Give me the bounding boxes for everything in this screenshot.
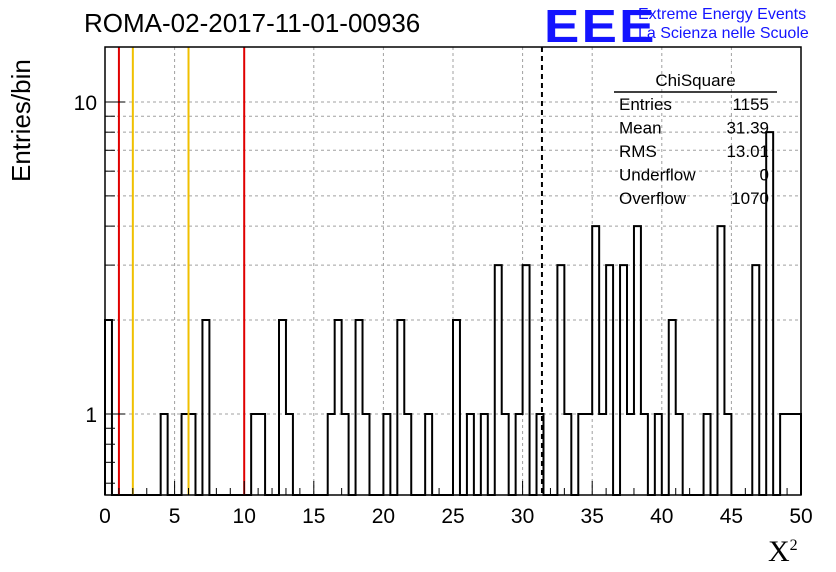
stats-row-label: Mean (619, 119, 662, 138)
logo-mark: EEE (544, 0, 657, 52)
histogram-bin (453, 320, 460, 495)
histogram-bin (599, 414, 606, 495)
stats-row-value: 0 (760, 166, 769, 185)
histogram-bin (383, 414, 390, 495)
histogram-bin (161, 414, 168, 495)
logo-subtitle-2: La Scienza nelle Scuole (638, 25, 809, 42)
x-tick-label: 10 (233, 505, 256, 528)
histogram-bin (766, 132, 773, 495)
y-tick-label: 10 (74, 92, 97, 115)
histogram-bin (342, 414, 349, 495)
histogram-bin (335, 320, 342, 495)
stats-row-value: 1155 (732, 95, 769, 114)
x-tick-label: 50 (789, 505, 812, 528)
histogram-bin (704, 414, 711, 495)
histogram-bin (627, 414, 634, 495)
histogram-bin (620, 265, 627, 495)
histogram-bin (676, 414, 683, 495)
histogram-bin (279, 320, 286, 495)
x-tick-label: 30 (511, 505, 534, 528)
histogram-bin (578, 414, 585, 495)
x-tick-label: 5 (169, 505, 181, 528)
histogram-bin (724, 414, 731, 495)
stats-row-value: 31.39 (726, 119, 769, 138)
histogram-bin (641, 414, 648, 495)
x-tick-label: 20 (372, 505, 395, 528)
histogram-bin (258, 414, 265, 495)
histogram-bin (669, 320, 676, 495)
histogram-bin (397, 320, 404, 495)
y-axis-ticks: 1 10 (74, 92, 125, 484)
x-axis-ticks: 0 5 10 15 20 25 30 35 40 45 50 (99, 481, 813, 528)
histogram-bin (592, 226, 599, 495)
histogram-bin (557, 265, 564, 495)
histogram-bin (363, 414, 370, 495)
histogram-bin (182, 414, 189, 495)
histogram-bin (780, 414, 787, 495)
histogram-bin (425, 414, 432, 495)
stats-row-value: 13.01 (726, 142, 769, 161)
histogram-bin (634, 226, 641, 495)
histogram-bin (286, 414, 293, 495)
stats-row-value: 1070 (731, 189, 769, 208)
y-tick-label: 1 (85, 404, 97, 427)
stats-box-title: ChiSquare (655, 71, 735, 90)
stats-box: ChiSquare Entries 1155 Mean 31.39 RMS 13.01 Und… (614, 71, 777, 208)
x-tick-label: 15 (302, 505, 325, 528)
histogram-bin (105, 320, 112, 495)
stats-row-label: Underflow (619, 166, 696, 185)
histogram-bin (202, 320, 209, 495)
x-axis-label-symbol: X (768, 535, 790, 568)
histogram-bin (523, 265, 530, 495)
histogram-bin (502, 414, 509, 495)
histogram-bin (794, 414, 801, 495)
x-tick-label: 45 (720, 505, 743, 528)
histogram-bin (189, 414, 196, 495)
histogram-bin (752, 265, 759, 495)
logo-subtitle-1: Extreme Energy Events (638, 6, 807, 23)
stats-row-label: Entries (619, 95, 672, 114)
x-axis-label: X2 (768, 535, 798, 569)
histogram-bin (481, 414, 488, 495)
stats-row-label: RMS (619, 142, 657, 161)
stats-row-label: Overflow (619, 189, 687, 208)
x-tick-label: 25 (441, 505, 464, 528)
histogram-bin (467, 414, 474, 495)
histogram-bin (717, 226, 724, 495)
chart-title: ROMA-02-2017-11-01-00936 (84, 8, 421, 38)
histogram-bin (655, 414, 662, 495)
histogram-bin (495, 265, 502, 495)
x-tick-label: 40 (650, 505, 673, 528)
histogram-bin (356, 320, 363, 495)
histogram-bin (516, 414, 523, 495)
x-tick-label: 35 (581, 505, 604, 528)
histogram-bin (404, 414, 411, 495)
histogram-bin (787, 414, 794, 495)
histogram-bin (564, 414, 571, 495)
histogram-bin (251, 414, 258, 495)
histogram-bin (328, 414, 335, 495)
x-tick-label: 0 (99, 505, 111, 528)
histogram-bin (606, 265, 613, 495)
x-axis-label-superscript: 2 (789, 537, 798, 554)
histogram-bin (585, 414, 592, 495)
eee-logo: EEE Extreme Energy Events La Scienza nel… (544, 3, 809, 49)
